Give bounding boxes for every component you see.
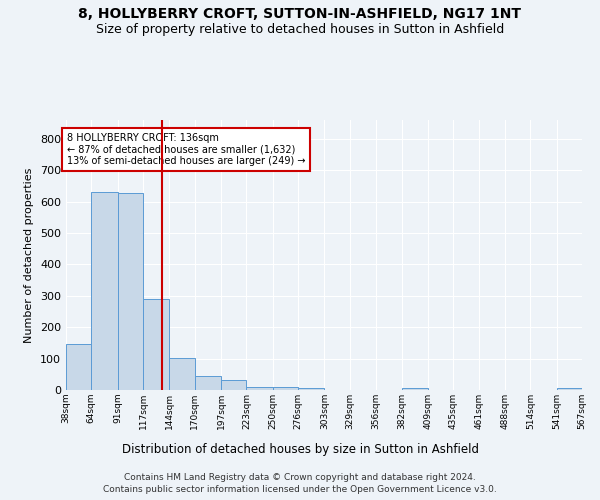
Y-axis label: Number of detached properties: Number of detached properties xyxy=(25,168,34,342)
Text: Distribution of detached houses by size in Sutton in Ashfield: Distribution of detached houses by size … xyxy=(121,442,479,456)
Bar xyxy=(169,358,195,390)
Text: 8, HOLLYBERRY CROFT, SUTTON-IN-ASHFIELD, NG17 1NT: 8, HOLLYBERRY CROFT, SUTTON-IN-ASHFIELD,… xyxy=(79,8,521,22)
Bar xyxy=(143,299,169,390)
Text: Contains public sector information licensed under the Open Government Licence v3: Contains public sector information licen… xyxy=(103,485,497,494)
Text: Contains HM Land Registry data © Crown copyright and database right 2024.: Contains HM Land Registry data © Crown c… xyxy=(124,472,476,482)
Text: Size of property relative to detached houses in Sutton in Ashfield: Size of property relative to detached ho… xyxy=(96,22,504,36)
Bar xyxy=(221,380,247,390)
Text: 8 HOLLYBERRY CROFT: 136sqm
← 87% of detached houses are smaller (1,632)
13% of s: 8 HOLLYBERRY CROFT: 136sqm ← 87% of deta… xyxy=(67,132,305,166)
Bar xyxy=(195,376,221,390)
Bar xyxy=(557,388,582,390)
Bar xyxy=(66,344,91,390)
Bar xyxy=(118,193,143,390)
Bar xyxy=(401,388,428,390)
Bar xyxy=(273,387,298,390)
Bar xyxy=(298,388,325,390)
Bar xyxy=(91,192,118,390)
Bar xyxy=(247,386,273,390)
